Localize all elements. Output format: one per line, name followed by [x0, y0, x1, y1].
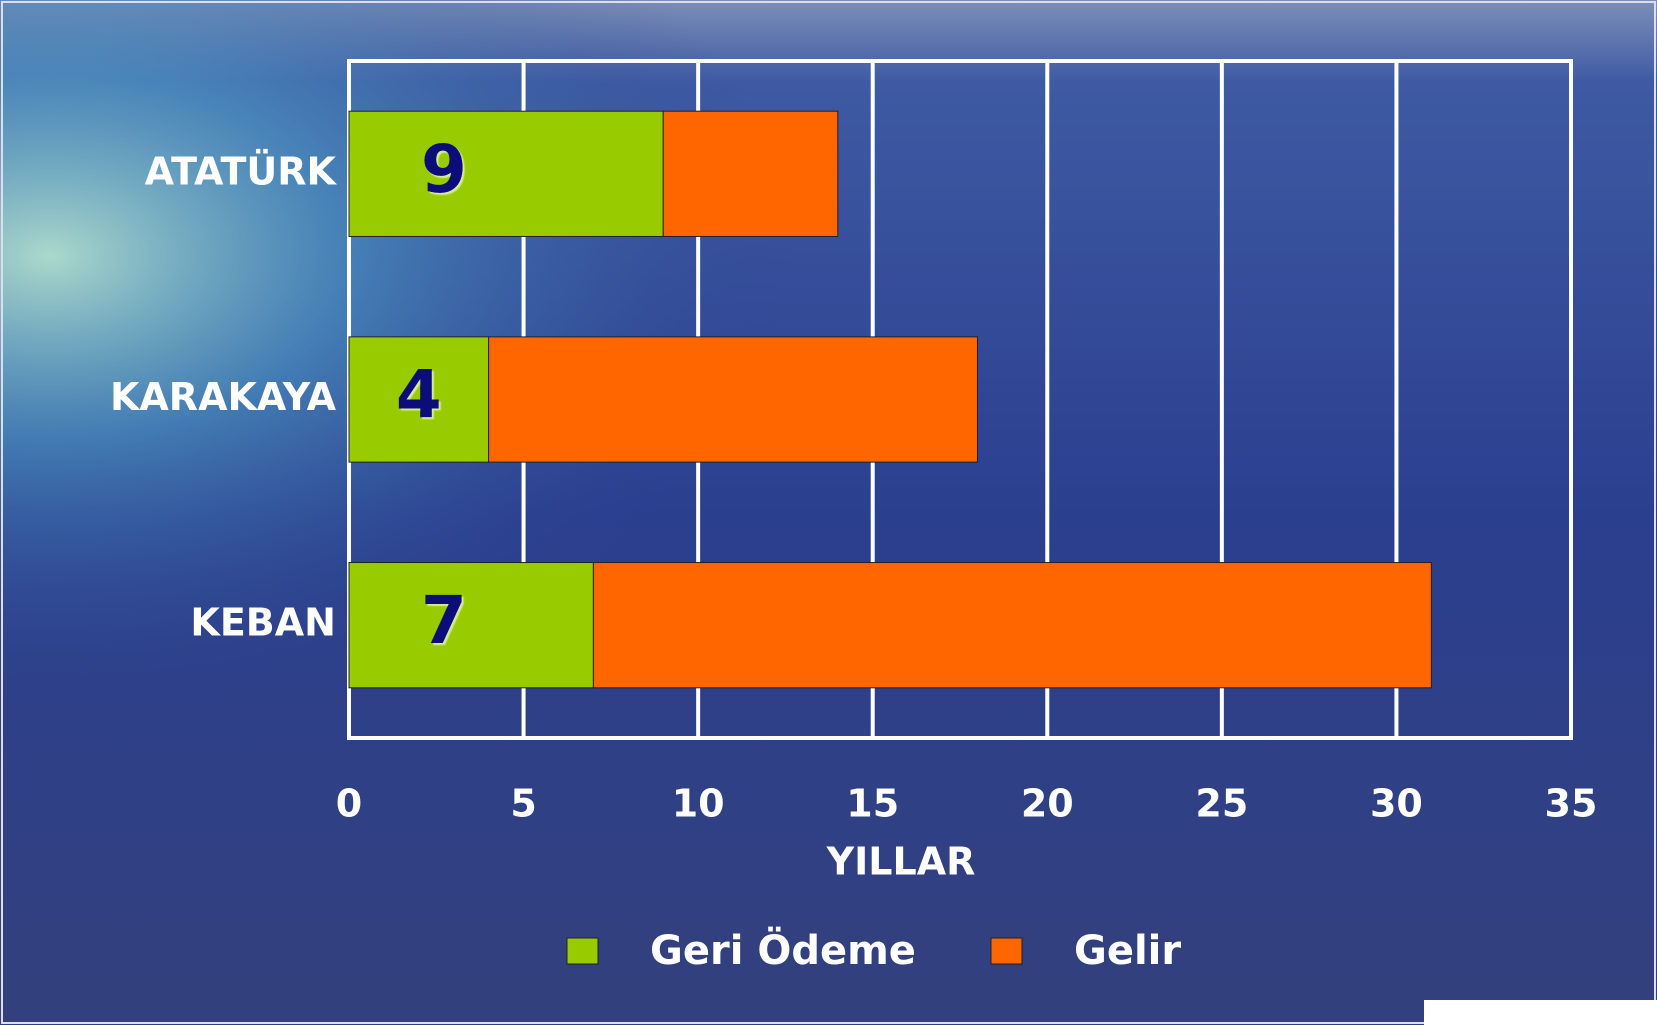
x-tick-label: 5 — [510, 782, 536, 826]
y-tick-label: ATATÜRK — [145, 149, 338, 193]
bar-segment — [348, 336, 490, 463]
y-tick-label: KEBAN — [190, 601, 336, 645]
legend-label: Gelir — [1074, 928, 1181, 974]
x-tick-label: 35 — [1545, 782, 1598, 826]
bar-segment — [592, 562, 1432, 689]
bar-segment — [348, 562, 594, 689]
x-tick-label: 25 — [1195, 782, 1248, 826]
value-label: 7 — [421, 582, 467, 659]
bar-segment — [348, 110, 664, 237]
bar-segment — [662, 110, 839, 237]
x-tick-label: 15 — [846, 782, 899, 826]
value-label: 4 — [396, 357, 442, 434]
legend-label: Geri Ödeme — [650, 926, 916, 974]
value-label: 9 — [421, 131, 467, 208]
legend-swatch — [990, 937, 1023, 965]
bar-segment — [488, 336, 978, 463]
y-tick-label: KARAKAYA — [110, 375, 337, 419]
x-axis-title: YILLAR — [826, 840, 976, 884]
x-tick-label: 30 — [1370, 782, 1423, 826]
legend-swatch — [566, 937, 599, 965]
x-tick-label: 20 — [1021, 782, 1074, 826]
corner-box — [1424, 1000, 1657, 1025]
x-tick-label: 0 — [336, 782, 362, 826]
x-tick-label: 10 — [672, 782, 725, 826]
